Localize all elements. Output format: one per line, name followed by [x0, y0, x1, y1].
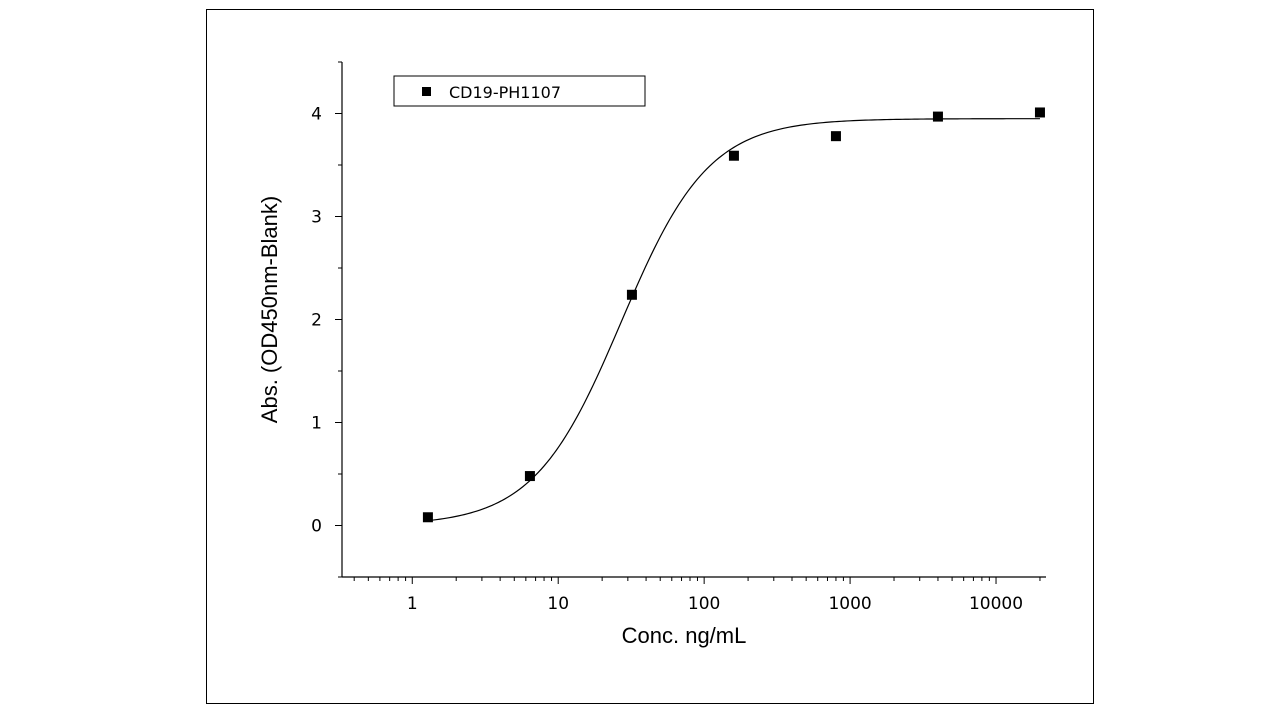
axes: 0 1 2 3 4 1 10 100 1000 10000 [311, 61, 1046, 614]
y-tick-label: 0 [311, 517, 322, 537]
fit-curve-layer [427, 118, 1040, 522]
y-axis-title: Abs. (OD450nm-Blank) [257, 196, 282, 423]
legend-label: CD19-PH1107 [449, 83, 561, 102]
y-tick-label: 4 [311, 105, 322, 125]
x-tick-label: 10 [547, 594, 569, 614]
y-tick-label: 1 [311, 414, 322, 434]
data-point [830, 131, 841, 142]
data-point [728, 150, 739, 161]
x-tick-label: 100 [688, 594, 720, 614]
data-point [1034, 107, 1045, 118]
x-tick-label: 1 [407, 594, 418, 614]
x-axis-title: Conc. ng/mL [622, 623, 747, 648]
chart: 0 1 2 3 4 1 10 100 1000 10000 Conc. ng/mL Abs. (O… [257, 61, 1046, 648]
data-point [932, 111, 943, 122]
data-point [422, 512, 433, 523]
data-points-layer [422, 107, 1045, 523]
fit-curve [427, 118, 1040, 522]
y-tick-label: 3 [311, 208, 322, 228]
data-point [626, 289, 637, 300]
x-tick-label: 10000 [969, 594, 1023, 614]
data-point [524, 471, 535, 482]
y-tick-label: 2 [311, 311, 322, 331]
x-tick-label: 1000 [828, 594, 871, 614]
figure-frame: 0 1 2 3 4 1 10 100 1000 10000 Conc. ng/mL Abs. (O… [206, 9, 1094, 704]
legend-box [393, 75, 646, 107]
legend: CD19-PH1107 [393, 75, 646, 107]
legend-marker-square [422, 87, 431, 96]
